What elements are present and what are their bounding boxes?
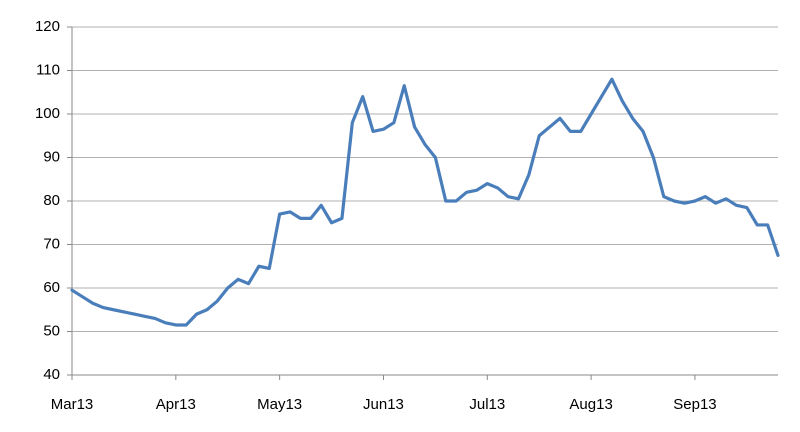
y-tick-label: 90 — [43, 148, 60, 165]
x-tick-label: Jun13 — [363, 396, 404, 413]
y-tick-label: 80 — [43, 192, 60, 209]
y-tick-label: 40 — [43, 366, 60, 383]
y-tick-label: 120 — [35, 18, 60, 35]
x-tick-label: Jul13 — [469, 396, 505, 413]
x-tick-label: Mar13 — [51, 396, 94, 413]
y-tick-label: 50 — [43, 322, 60, 339]
y-tick-label: 60 — [43, 279, 60, 296]
y-tick-label: 70 — [43, 235, 60, 252]
x-tick-label: Sep13 — [673, 396, 716, 413]
x-tick-label: May13 — [257, 396, 302, 413]
x-tick-label: Aug13 — [569, 396, 612, 413]
data-line — [70, 77, 780, 327]
y-tick-label: 100 — [35, 105, 60, 122]
x-tick-label: Apr13 — [156, 396, 196, 413]
y-tick-label: 110 — [36, 61, 60, 78]
